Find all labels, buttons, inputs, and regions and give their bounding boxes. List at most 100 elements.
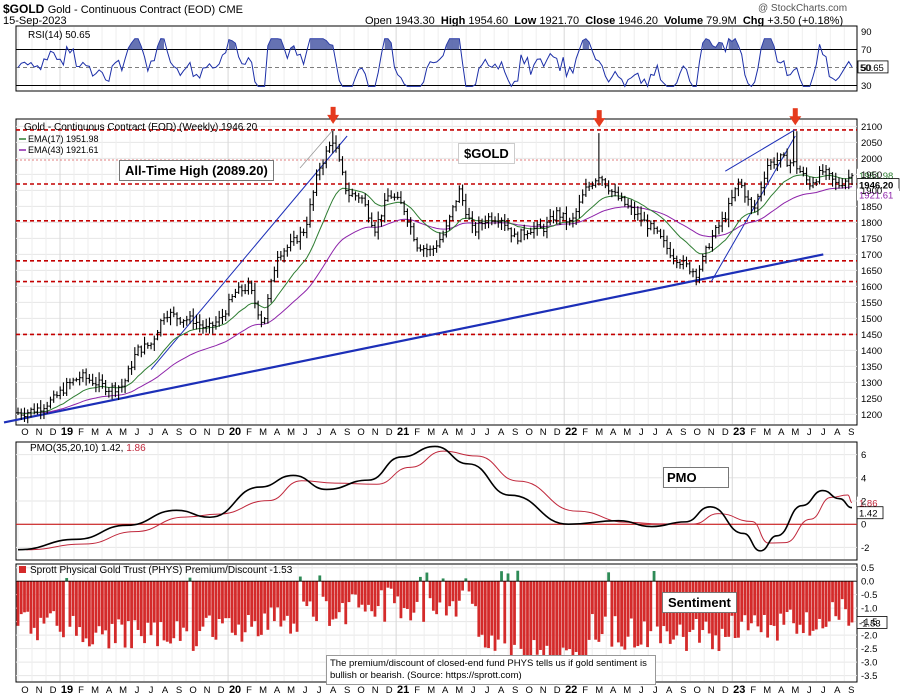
sentiment-bar: [425, 572, 429, 582]
sentiment-bar: [237, 581, 241, 625]
x-axis-label: M: [791, 427, 799, 438]
chg-value: +3.50 (+0.18%): [767, 15, 844, 27]
rsi-overbought-fill: [761, 38, 775, 50]
x-axis-label: J: [317, 685, 322, 696]
sentiment-bar: [834, 581, 838, 617]
sentiment-annotation: Sentiment: [662, 592, 737, 613]
sentiment-bar: [201, 581, 205, 627]
x-axis-label: O: [694, 427, 701, 438]
x-axis-label: A: [666, 427, 673, 438]
sentiment-bar: [406, 581, 409, 609]
sentiment-bar: [529, 581, 533, 658]
rsi-tick-label: 30: [861, 81, 872, 92]
price-tick-label: 1950: [861, 170, 882, 181]
sentiment-bar: [785, 581, 789, 613]
sentiment-bar: [568, 581, 572, 650]
sentiment-bar: [52, 581, 56, 612]
sentiment-bar: [143, 581, 146, 644]
sentiment-bar: [636, 581, 640, 647]
sentiment-bar: [146, 581, 150, 623]
sentiment-bar: [607, 572, 611, 582]
sentiment-bar: [448, 581, 452, 607]
sentiment-bar: [555, 581, 559, 676]
sentiment-bar: [217, 581, 221, 620]
x-axis-label: J: [317, 427, 322, 438]
sentiment-bar: [775, 581, 779, 641]
sentiment-bar: [821, 581, 825, 629]
price-tick-label: 1600: [861, 282, 882, 293]
sentiment-bar: [616, 581, 620, 643]
sentiment-bar: [81, 581, 85, 643]
chg-label: Chg: [742, 15, 765, 27]
peak-arrow-shaft: [792, 108, 798, 118]
sentiment-bar: [552, 581, 555, 673]
x-axis-label: J: [807, 685, 812, 696]
sentiment-bar: [113, 581, 117, 644]
x-axis-label: F: [414, 685, 420, 696]
price-tick-label: 2100: [861, 122, 882, 133]
ohlc-readout: Open 1943.30 High 1954.60 Low 1921.70 Cl…: [365, 15, 843, 27]
sentiment-bar: [104, 581, 108, 631]
sentiment-bar: [68, 581, 72, 627]
pmo-label-value: 1.42: [101, 443, 121, 454]
x-axis-label: M: [91, 685, 99, 696]
sentiment-bar: [91, 581, 95, 645]
sentiment-bar: [350, 581, 354, 595]
x-axis-label: J: [471, 685, 476, 696]
x-axis-label: J: [471, 427, 476, 438]
rsi-overbought-fill: [128, 38, 142, 50]
sentiment-note: The premium/discount of closed-end fund …: [326, 655, 656, 685]
x-axis-label: 21: [397, 426, 409, 438]
volume-label: Volume: [664, 15, 704, 27]
x-axis-label: F: [246, 685, 252, 696]
sentiment-bar: [412, 581, 416, 613]
rising-channel-2023-lower: [710, 135, 796, 282]
sentiment-bar: [649, 581, 653, 632]
pmo-signal-tag-text: 1.86: [859, 499, 878, 510]
sentiment-bar: [49, 581, 52, 614]
x-axis-label: S: [344, 427, 350, 438]
sentiment-bar: [305, 581, 309, 607]
ema43-label: EMA(43) 1921.61: [28, 145, 99, 155]
sentiment-bar: [269, 581, 273, 608]
sentiment-bar: [318, 575, 322, 582]
x-axis-label: F: [750, 427, 756, 438]
sentiment-bar: [711, 581, 714, 650]
sentiment-bar: [840, 581, 844, 600]
x-axis-label: D: [386, 685, 393, 696]
sentiment-bar: [743, 581, 747, 616]
sentiment-bar: [642, 581, 646, 622]
sentiment-bar: [493, 581, 497, 651]
sentiment-bar: [373, 581, 377, 617]
sentiment-bar: [422, 581, 426, 622]
last-price-tag-text: 1946.20: [859, 181, 893, 192]
sentiment-bar: [367, 581, 370, 605]
sentiment-bar: [750, 581, 753, 624]
close-value: 1946.20: [618, 15, 659, 27]
x-axis-label: 23: [733, 426, 745, 438]
sentiment-bar: [782, 581, 786, 625]
sentiment-bar: [685, 581, 688, 651]
x-axis-label: A: [274, 427, 281, 438]
volume-value: 79.9M: [706, 15, 737, 27]
sentiment-bar: [584, 581, 588, 658]
sentiment-bar: [561, 581, 565, 648]
rsi-label: RSI(14) 50.65: [28, 30, 91, 41]
x-axis-label: J: [821, 427, 826, 438]
sentiment-bar: [717, 581, 721, 651]
rsi-tick-label: 70: [861, 45, 872, 56]
price-tick-label: 1250: [861, 394, 882, 405]
sentiment-label: Sprott Physical Gold Trust (PHYS) Premiu…: [30, 565, 293, 576]
sentiment-bar: [298, 576, 302, 582]
x-axis-label: J: [303, 685, 308, 696]
x-axis-label: J: [149, 427, 154, 438]
x-axis-label: J: [135, 685, 140, 696]
open-value: 1943.30: [394, 15, 435, 27]
sentiment-bar: [847, 581, 851, 626]
sentiment-bar: [285, 581, 289, 616]
rsi-overbought-fill: [384, 38, 392, 50]
x-axis-label: N: [708, 685, 715, 696]
sentiment-bar: [824, 581, 828, 627]
sentiment-bar: [363, 581, 367, 612]
